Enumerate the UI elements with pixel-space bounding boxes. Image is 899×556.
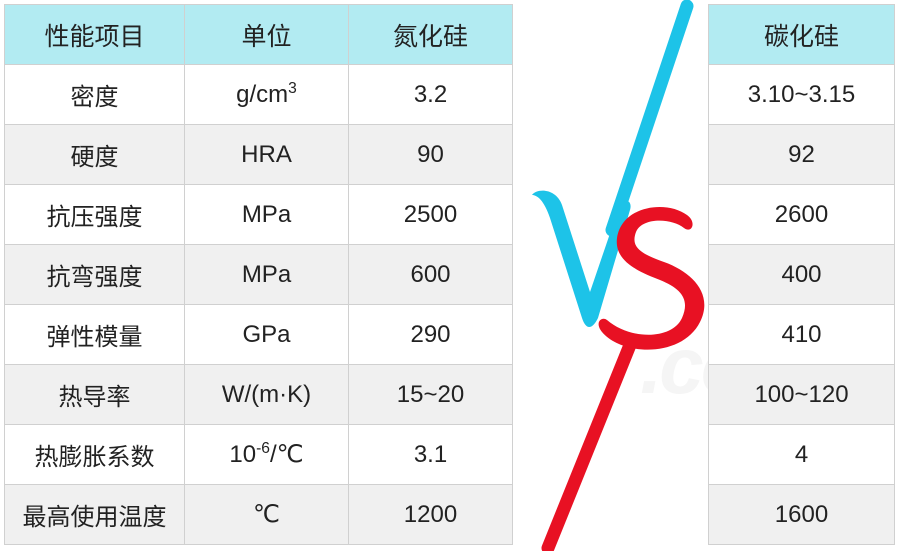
table-row: 4 <box>709 425 895 485</box>
col-header-property: 性能项目 <box>5 5 185 65</box>
cell-unit: g/cm3 <box>185 65 349 125</box>
cell-unit: ℃ <box>185 485 349 545</box>
cell-unit: W/(m·K) <box>185 365 349 425</box>
cell-value: 1200 <box>349 485 513 545</box>
cell-value: 15~20 <box>349 365 513 425</box>
cell-property: 抗弯强度 <box>5 245 185 305</box>
table-row: 抗压强度 MPa 2500 <box>5 185 513 245</box>
cell-property: 抗压强度 <box>5 185 185 245</box>
cell-unit: MPa <box>185 185 349 245</box>
cell-value: 290 <box>349 305 513 365</box>
cell-unit: MPa <box>185 245 349 305</box>
table-row: 1600 <box>709 485 895 545</box>
table-row: 硬度 HRA 90 <box>5 125 513 185</box>
col-header-si3n4: 氮化硅 <box>349 5 513 65</box>
cell-value: 400 <box>709 245 895 305</box>
cell-value: 1600 <box>709 485 895 545</box>
table-header-row: 碳化硅 <box>709 5 895 65</box>
table-row: 最高使用温度 ℃ 1200 <box>5 485 513 545</box>
right-comparison-table: 碳化硅 3.10~3.15 92 2600 400 410 100~120 4 … <box>708 4 895 545</box>
table-row: 3.10~3.15 <box>709 65 895 125</box>
cell-property: 弹性模量 <box>5 305 185 365</box>
table-row: 410 <box>709 305 895 365</box>
cell-value: 4 <box>709 425 895 485</box>
table-row: 热导率 W/(m·K) 15~20 <box>5 365 513 425</box>
table-row: 2600 <box>709 185 895 245</box>
cell-property: 热导率 <box>5 365 185 425</box>
cell-value: 410 <box>709 305 895 365</box>
col-header-sic: 碳化硅 <box>709 5 895 65</box>
vs-graphic <box>512 0 708 551</box>
cell-value: 90 <box>349 125 513 185</box>
cell-unit: 10-6/℃ <box>185 425 349 485</box>
table-row: 100~120 <box>709 365 895 425</box>
table-row: 弹性模量 GPa 290 <box>5 305 513 365</box>
table-row: 热膨胀系数 10-6/℃ 3.1 <box>5 425 513 485</box>
cell-property: 热膨胀系数 <box>5 425 185 485</box>
cell-value: 600 <box>349 245 513 305</box>
cell-property: 硬度 <box>5 125 185 185</box>
table-row: 92 <box>709 125 895 185</box>
comparison-container: hardcc .com 性能项目 单位 氮化硅 密度 g/cm3 3.2 硬度 … <box>0 0 899 551</box>
table-row: 400 <box>709 245 895 305</box>
cell-unit: GPa <box>185 305 349 365</box>
col-header-unit: 单位 <box>185 5 349 65</box>
cell-value: 100~120 <box>709 365 895 425</box>
cell-property: 密度 <box>5 65 185 125</box>
table-row: 抗弯强度 MPa 600 <box>5 245 513 305</box>
cell-value: 3.10~3.15 <box>709 65 895 125</box>
cell-value: 92 <box>709 125 895 185</box>
cell-value: 3.1 <box>349 425 513 485</box>
cell-property: 最高使用温度 <box>5 485 185 545</box>
cell-unit: HRA <box>185 125 349 185</box>
left-comparison-table: 性能项目 单位 氮化硅 密度 g/cm3 3.2 硬度 HRA 90 抗压强度 … <box>4 4 513 545</box>
table-row: 密度 g/cm3 3.2 <box>5 65 513 125</box>
table-header-row: 性能项目 单位 氮化硅 <box>5 5 513 65</box>
cell-value: 3.2 <box>349 65 513 125</box>
cell-value: 2500 <box>349 185 513 245</box>
cell-value: 2600 <box>709 185 895 245</box>
vs-icon <box>512 0 708 551</box>
